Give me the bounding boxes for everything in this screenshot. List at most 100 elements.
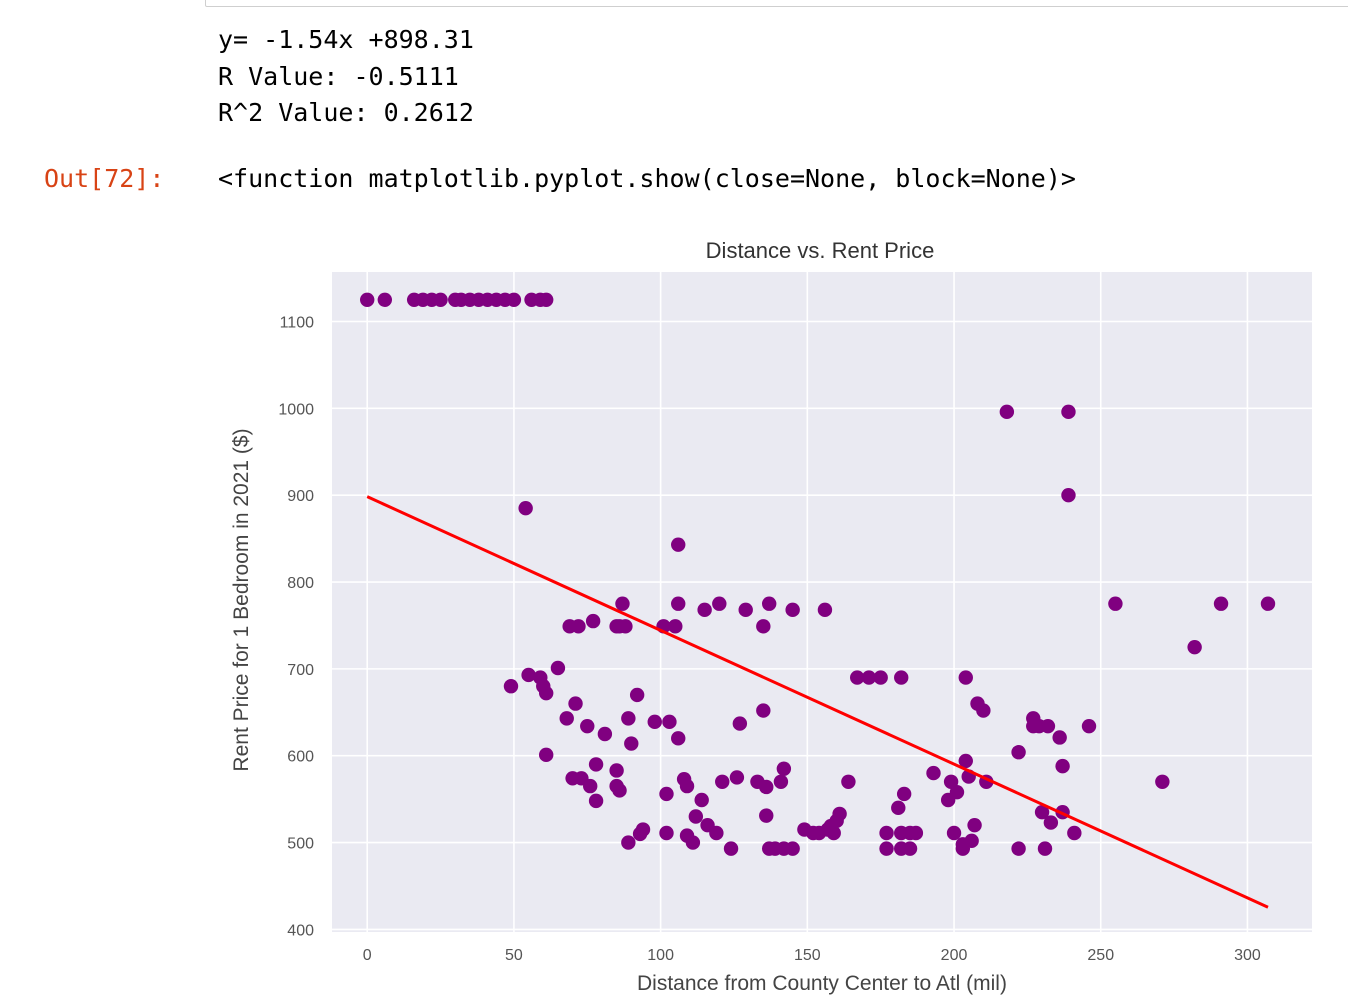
data-point: [585, 613, 601, 629]
data-point: [1213, 596, 1229, 611]
data-point: [1061, 404, 1076, 420]
data-points: [360, 292, 1276, 856]
data-point: [1061, 487, 1076, 503]
stdout-output: y= -1.54x +898.31 R Value: -0.5111 R^2 Val…: [218, 22, 474, 132]
data-point: [588, 793, 604, 809]
data-point: [538, 747, 554, 763]
data-point: [377, 292, 393, 307]
y-tick-label: 1100: [280, 315, 315, 332]
data-point: [571, 619, 586, 634]
data-point: [659, 825, 674, 841]
y-tick-label: 1000: [278, 401, 314, 418]
data-point: [894, 670, 909, 685]
data-point: [360, 292, 375, 307]
data-point: [538, 685, 554, 701]
y-tick-label: 400: [287, 922, 314, 939]
data-point: [861, 670, 877, 685]
data-point: [1187, 639, 1202, 655]
data-point: [671, 596, 686, 611]
data-point: [635, 822, 651, 837]
data-point: [1155, 774, 1170, 789]
x-tick-label: 300: [1234, 947, 1261, 964]
data-point: [521, 667, 536, 683]
r-value-line: R Value: -0.5111: [218, 61, 459, 91]
data-point: [568, 696, 583, 711]
data-point: [776, 761, 792, 776]
y-tick-labels: 400 500 600 700 800 900 1000 1100: [278, 315, 314, 940]
data-point: [550, 660, 566, 676]
regression-line: [366, 495, 1269, 909]
data-point: [580, 718, 595, 734]
data-point: [503, 679, 519, 694]
data-point: [759, 808, 774, 823]
y-axis-label: Rent Price for 1 Bedroom in 2021 ($): [230, 428, 253, 771]
data-point: [756, 619, 771, 634]
data-point: [615, 596, 630, 611]
data-point: [879, 841, 894, 856]
data-point: [1011, 841, 1026, 856]
data-point: [896, 786, 912, 802]
data-point: [850, 670, 865, 685]
out-text: <function matplotlib.pyplot.show(close=N…: [218, 164, 1076, 193]
data-point: [879, 825, 894, 841]
data-point: [841, 774, 856, 789]
data-point: [588, 757, 604, 772]
y-tick-label: 600: [287, 749, 314, 766]
data-point: [1037, 841, 1053, 856]
y-tick-label: 900: [287, 488, 314, 505]
data-point: [1011, 745, 1026, 760]
data-point: [873, 670, 888, 685]
data-point: [433, 292, 448, 307]
data-point: [668, 619, 683, 634]
data-point: [1055, 758, 1070, 774]
data-point: [662, 714, 677, 730]
data-point: [1081, 718, 1097, 734]
data-point: [715, 774, 730, 789]
data-point: [756, 703, 771, 718]
data-point: [688, 809, 704, 824]
data-point: [1052, 730, 1067, 745]
x-tick-label: 150: [794, 947, 821, 964]
data-point: [967, 817, 982, 833]
data-point: [826, 825, 841, 841]
x-tick-labels: 0 50 100 150 200 250 300: [363, 947, 1261, 964]
y-tick-label: 800: [287, 575, 314, 592]
out-prompt: Out[72]:: [44, 164, 165, 193]
data-point: [949, 784, 965, 800]
data-point: [597, 726, 613, 742]
data-point: [1043, 815, 1059, 830]
data-point: [538, 292, 554, 307]
data-point: [785, 841, 800, 856]
data-point: [964, 833, 979, 849]
y-tick-label: 700: [287, 662, 314, 679]
data-point: [685, 835, 701, 850]
data-point: [817, 602, 833, 618]
data-point: [506, 292, 522, 307]
data-point: [679, 778, 695, 794]
data-point: [958, 753, 973, 769]
x-tick-label: 200: [941, 947, 968, 964]
data-point: [621, 835, 636, 850]
x-tick-label: 50: [505, 947, 523, 964]
data-point: [759, 779, 774, 795]
data-point: [1260, 596, 1276, 611]
data-point: [629, 687, 645, 703]
data-point: [832, 806, 847, 822]
data-point: [659, 786, 674, 802]
data-point: [732, 716, 748, 731]
data-point: [712, 596, 727, 611]
x-tick-label: 0: [363, 947, 372, 964]
data-point: [709, 825, 724, 841]
data-point: [518, 501, 533, 516]
data-point: [891, 800, 906, 816]
data-point: [1067, 825, 1082, 841]
data-point: [671, 537, 686, 552]
data-point: [723, 841, 739, 856]
x-axis-label: Distance from County Center to Atl (mil): [637, 972, 1007, 995]
data-point: [559, 711, 574, 726]
data-point: [999, 404, 1015, 420]
data-point: [926, 765, 941, 781]
data-point: [958, 670, 973, 685]
data-point: [1108, 596, 1123, 611]
